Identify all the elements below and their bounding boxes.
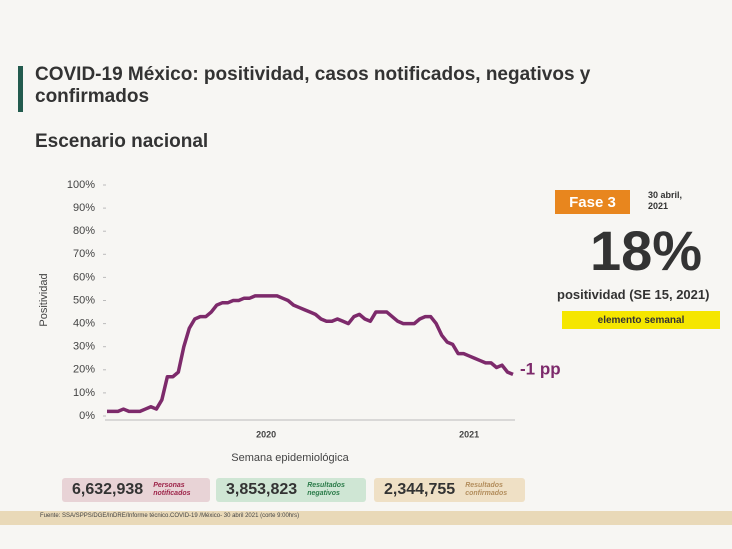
y-tick-label: 100% [67, 179, 95, 191]
summary-value: 6,632,938 [72, 481, 144, 498]
title: COVID-19 México: positividad, casos noti… [35, 64, 591, 107]
tag: elemento semanal [562, 311, 720, 329]
footer: Fuente: SSA/SPPS/DGE/InDRE/Informe técni… [40, 513, 300, 519]
x-axis-title: Semana epidemiológica [231, 452, 349, 464]
subtitle: Escenario nacional [35, 131, 209, 152]
y-tick-label: 30% [73, 341, 95, 353]
y-tick-label: 20% [73, 364, 95, 376]
summary-box: 6,632,938 Personas notificados [62, 478, 210, 502]
phase-badge: Fase 3 [555, 190, 630, 214]
summary-box: 3,853,823 Resultados negativos [216, 478, 366, 502]
y-tick-label: 50% [73, 294, 95, 306]
summary-value: 3,853,823 [226, 481, 298, 498]
y-tick-label: 40% [73, 318, 95, 330]
annotation: -1 pp [520, 359, 561, 378]
y-tick-label: 70% [73, 248, 95, 260]
y-axis-title: Positividad [38, 273, 50, 326]
x-tick-label: 2020 [256, 429, 276, 439]
x-tick-label: 2021 [459, 429, 479, 439]
y-tick-label: 10% [73, 387, 95, 399]
summary-value: 2,344,755 [384, 481, 456, 498]
line [107, 294, 514, 414]
summary-label: Personas notificados [153, 482, 191, 497]
summary-label: Resultados confirmados [465, 482, 508, 497]
y-tick-label: 80% [73, 225, 95, 237]
date: 30 abril, 2021 [648, 190, 683, 211]
footer-bar [0, 511, 732, 525]
big-value: 18% [590, 219, 703, 282]
accent-bar [18, 66, 23, 112]
caption: positividad (SE 15, 2021) [557, 287, 710, 302]
y-tick-label: 0% [79, 410, 95, 422]
y-tick-label: 60% [73, 271, 95, 283]
summary-label: Resultados negativos [307, 482, 345, 497]
summary-box: 2,344,755 Resultados confirmados [374, 478, 525, 502]
y-tick-label: 90% [73, 202, 95, 214]
